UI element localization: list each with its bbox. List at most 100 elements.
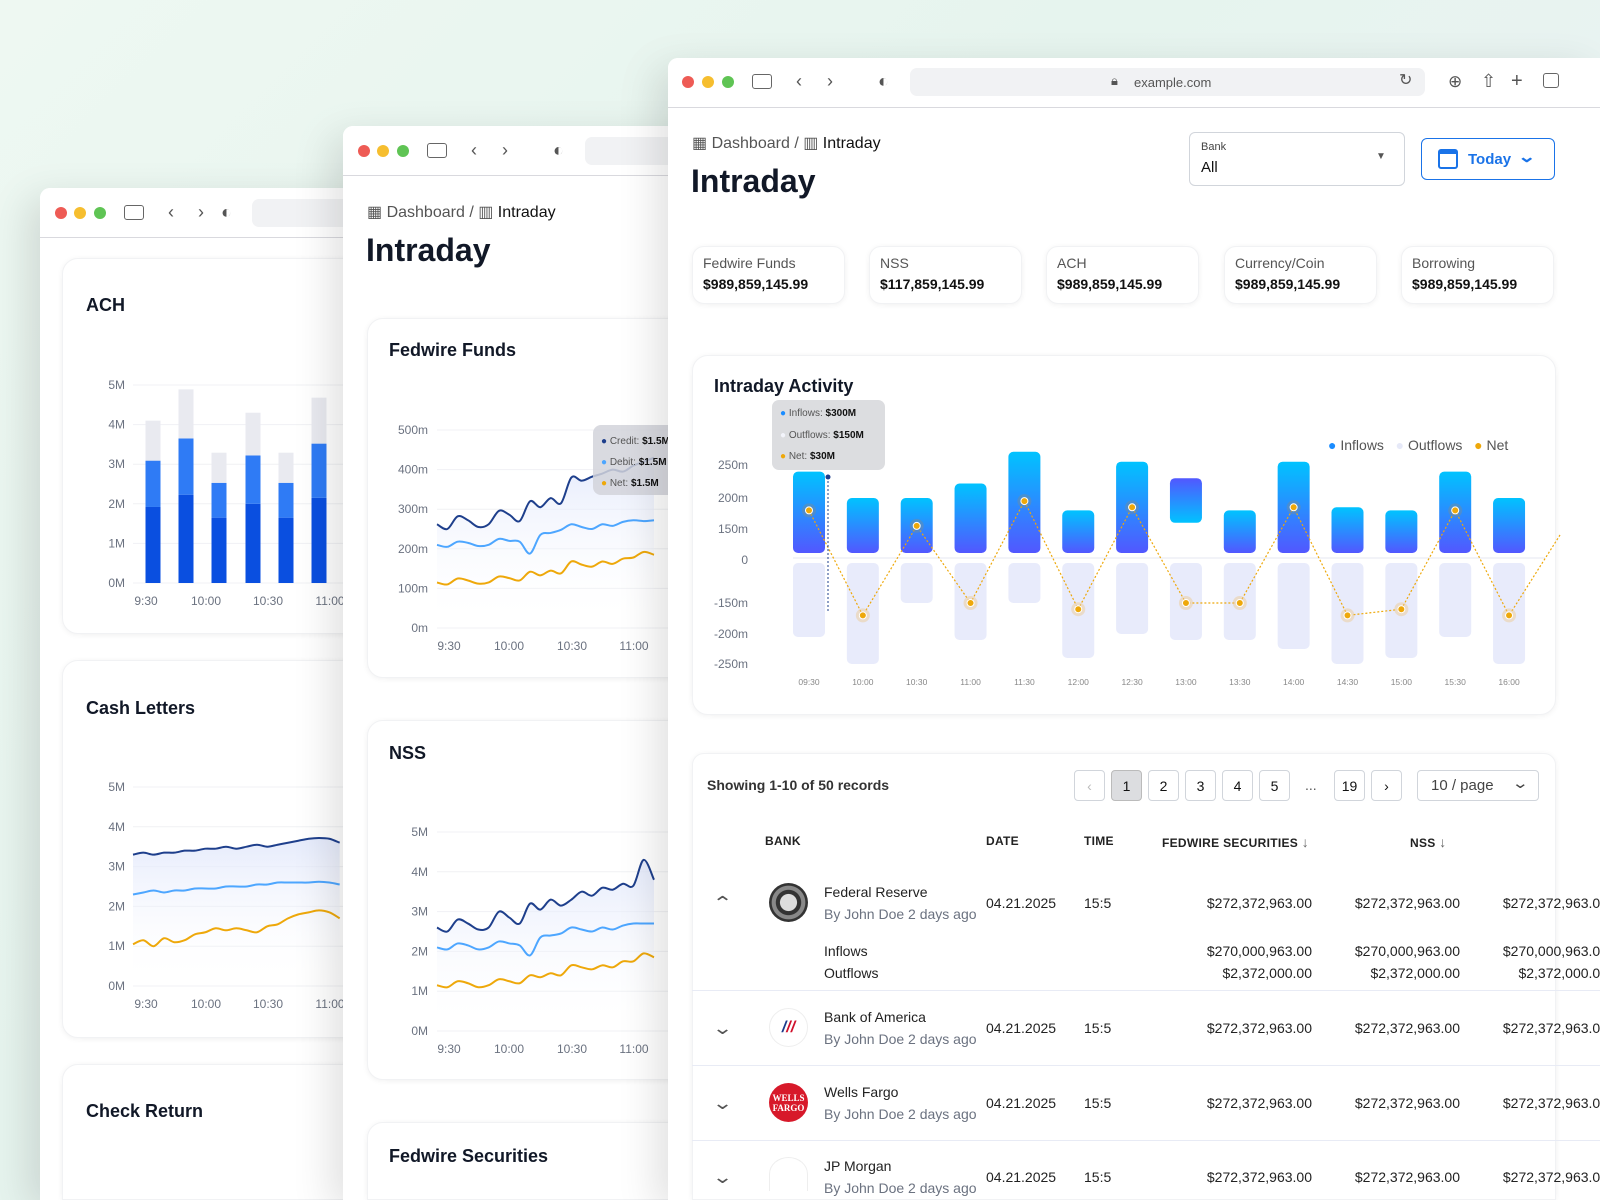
chevron-down-icon[interactable]: ⌄: [711, 1167, 734, 1187]
maximize-button[interactable]: [397, 145, 409, 157]
breadcrumb-dashboard[interactable]: Dashboard: [711, 135, 790, 152]
row-divider: [692, 1065, 1600, 1066]
card-title: NSS: [389, 743, 427, 763]
minimize-button[interactable]: [377, 145, 389, 157]
stat-label: Fedwire Funds: [703, 255, 796, 271]
stat-label: Currency/Coin: [1235, 255, 1325, 271]
bank-author: By John Doe 2 days ago: [824, 1180, 977, 1196]
federal-reserve-logo: [769, 883, 808, 922]
stat-card: Borrowing $989,859,145.99: [1401, 246, 1554, 304]
breadcrumb: ▦ Dashboard / ▥ Intraday: [367, 202, 556, 222]
sidebar-icon[interactable]: [427, 143, 447, 158]
close-button[interactable]: [55, 207, 67, 219]
close-button[interactable]: [682, 76, 694, 88]
page-button-4[interactable]: 4: [1222, 770, 1253, 801]
bank-author: By John Doe 2 days ago: [824, 1106, 977, 1122]
stat-card: ACH $989,859,145.99: [1046, 246, 1199, 304]
bank-select[interactable]: Bank All ▼: [1189, 132, 1405, 186]
row-time: 15:5: [1084, 895, 1112, 911]
row-value: $272,372,963.00: [1354, 1095, 1460, 1111]
stat-label: Borrowing: [1412, 255, 1476, 271]
row-value: $272,372,963.00: [1502, 1020, 1600, 1036]
chevron-down-icon[interactable]: ⌄: [711, 1018, 734, 1038]
row-value: $272,372,963.00: [1354, 1020, 1460, 1036]
column-header-time[interactable]: TIME: [1084, 834, 1114, 848]
chevron-down-icon: ⌄: [1517, 149, 1537, 166]
row-value: $272,372,963.00: [1502, 895, 1600, 911]
chevron-down-icon: ⌄: [1511, 775, 1530, 792]
page-button-19[interactable]: 19: [1334, 770, 1365, 801]
breadcrumb-separator: /: [469, 204, 479, 221]
bank-name[interactable]: Bank of America: [824, 1009, 926, 1025]
row-value: $272,372,963.00: [1354, 895, 1460, 911]
back-icon[interactable]: ‹: [168, 202, 174, 222]
address-bar[interactable]: [910, 68, 1425, 96]
share-icon[interactable]: ⇧: [1481, 71, 1497, 91]
new-tab-icon[interactable]: +: [1511, 70, 1523, 92]
page-size-select[interactable]: 10 / page ⌄: [1417, 770, 1539, 801]
reload-icon[interactable]: ↻: [1399, 72, 1413, 89]
page-button-5[interactable]: 5: [1259, 770, 1290, 801]
tabs-icon[interactable]: [1543, 73, 1559, 88]
legend-inflows[interactable]: Inflows: [1340, 437, 1384, 453]
row-value: $272,372,963.00: [1502, 1169, 1600, 1185]
forward-icon[interactable]: ›: [827, 71, 833, 91]
date-filter-button[interactable]: Today ⌄: [1421, 138, 1555, 180]
stat-value: $989,859,145.99: [1235, 276, 1341, 292]
stat-value: $989,859,145.99: [703, 276, 809, 292]
forward-icon[interactable]: ›: [502, 140, 508, 160]
download-icon[interactable]: ⊕: [1448, 72, 1463, 91]
close-button[interactable]: [358, 145, 370, 157]
chevron-down-icon[interactable]: ⌄: [711, 1093, 734, 1113]
row-date: 04.21.2025: [986, 1020, 1057, 1036]
breadcrumb-dashboard[interactable]: Dashboard: [386, 204, 465, 221]
page-button-3[interactable]: 3: [1185, 770, 1216, 801]
stat-card: Fedwire Funds $989,859,145.99: [692, 246, 845, 304]
page-title: Intraday: [691, 163, 816, 199]
back-icon[interactable]: ‹: [471, 140, 477, 160]
page-button-1[interactable]: 1: [1111, 770, 1142, 801]
column-header-nss[interactable]: NSS ↓: [1410, 834, 1447, 850]
calendar-icon: [1438, 149, 1458, 169]
breadcrumb-current: Intraday: [497, 204, 556, 221]
detail-value: $270,000,963.00: [1206, 943, 1312, 959]
forward-icon[interactable]: ›: [198, 202, 204, 222]
next-page-button[interactable]: ›: [1371, 770, 1402, 801]
records-table-card: [692, 753, 1556, 1200]
sort-desc-icon: ↓: [1439, 834, 1447, 850]
date-filter-label: Today: [1468, 151, 1512, 168]
breadcrumb-current: Intraday: [822, 135, 881, 152]
sidebar-icon[interactable]: [124, 205, 144, 220]
shield-icon: ◐: [878, 71, 889, 91]
dropdown-arrow-icon: ▼: [1376, 151, 1386, 162]
maximize-button[interactable]: [722, 76, 734, 88]
legend-outflows[interactable]: Outflows: [1407, 437, 1463, 453]
legend-net[interactable]: Net: [1486, 437, 1509, 453]
column-header-date[interactable]: DATE: [986, 834, 1019, 848]
minimize-button[interactable]: [74, 207, 86, 219]
row-value: $272,372,963.00: [1354, 1169, 1460, 1185]
back-icon[interactable]: ‹: [796, 71, 802, 91]
card-title: Check Return: [86, 1101, 204, 1121]
url-text: example.com: [1134, 75, 1212, 90]
shield-icon: ◐: [221, 202, 232, 222]
bank-name[interactable]: JP Morgan: [824, 1158, 892, 1174]
chart-legend: ● Inflows ● Outflows ● Net: [1328, 437, 1508, 453]
bank-name[interactable]: Wells Fargo: [824, 1084, 899, 1100]
minimize-button[interactable]: [702, 76, 714, 88]
shield-icon: ◐: [553, 140, 564, 160]
legend-outflows-icon: ●: [1395, 437, 1405, 453]
bank-name[interactable]: Federal Reserve: [824, 884, 928, 900]
card-title: Fedwire Securities: [389, 1146, 549, 1166]
card-title: Fedwire Funds: [389, 340, 517, 360]
prev-page-button[interactable]: ‹: [1074, 770, 1105, 801]
maximize-button[interactable]: [94, 207, 106, 219]
column-header-bank[interactable]: BANK: [765, 834, 801, 848]
detail-value: $270,000,963.00: [1502, 943, 1600, 959]
column-header-fedwire-securities[interactable]: FEDWIRE SECURITIES ↓: [1162, 834, 1310, 850]
chevron-up-icon[interactable]: ⌃: [711, 893, 734, 913]
page-button-2[interactable]: 2: [1148, 770, 1179, 801]
sidebar-icon[interactable]: [752, 74, 772, 89]
lock-icon: 🔒︎: [1111, 73, 1118, 88]
card-title: ACH: [86, 295, 125, 315]
